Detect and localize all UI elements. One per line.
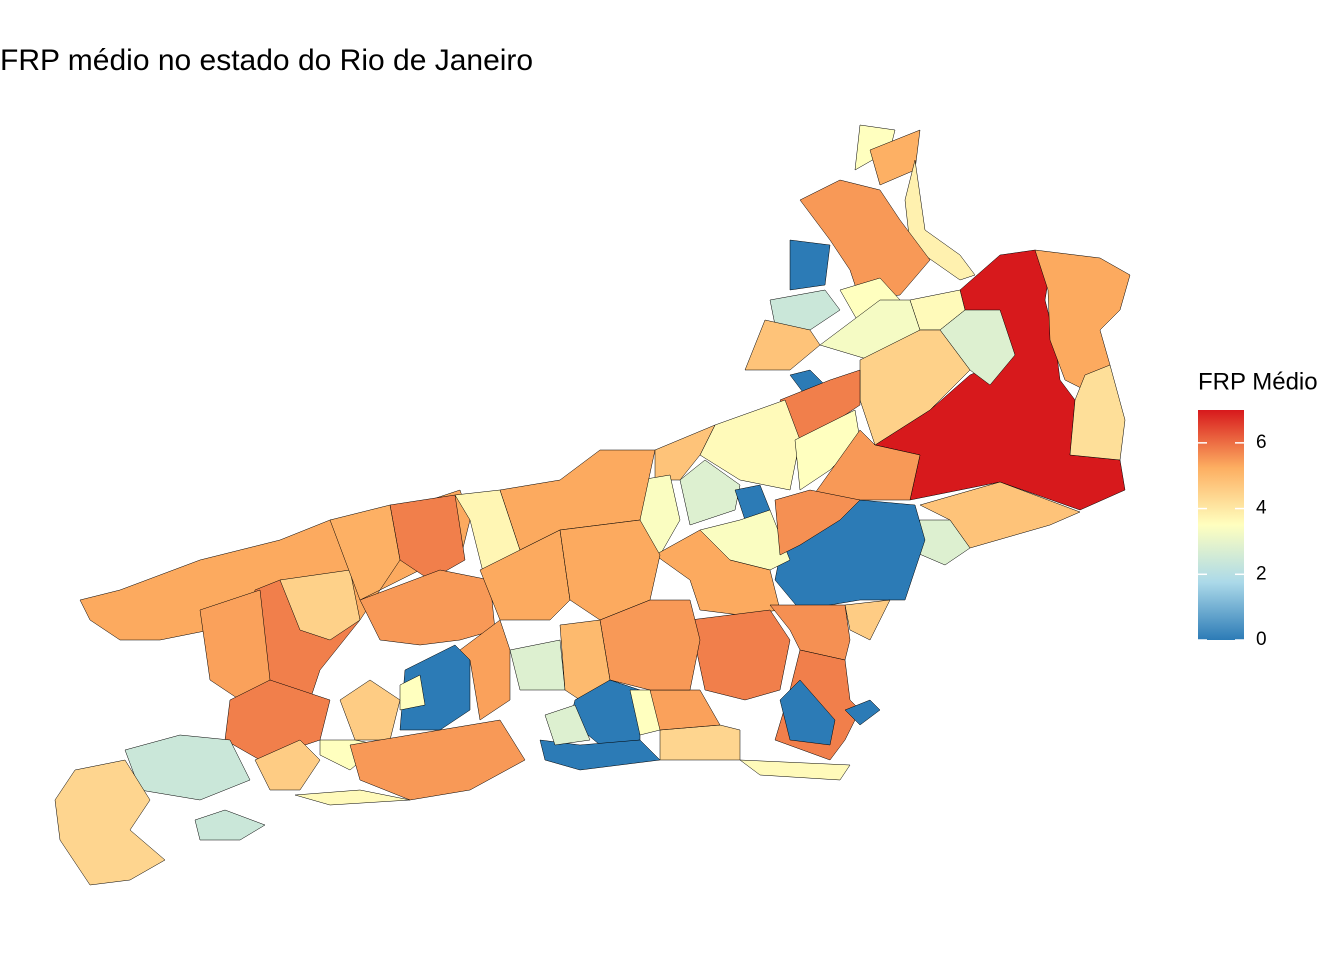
municipality — [1069, 364, 1126, 461]
municipality — [779, 679, 836, 746]
municipality — [774, 489, 861, 556]
municipality — [659, 724, 741, 761]
municipality — [909, 519, 971, 566]
municipality — [399, 674, 426, 711]
colorbar-tick-label: 2 — [1256, 563, 1267, 584]
municipality — [539, 739, 661, 771]
municipality — [199, 589, 271, 701]
municipality — [544, 704, 591, 746]
municipality — [859, 329, 971, 446]
colorbar — [1198, 410, 1244, 640]
municipality — [399, 644, 471, 731]
municipality — [599, 599, 701, 691]
municipality — [654, 424, 716, 481]
municipality — [509, 639, 566, 691]
municipality — [349, 719, 526, 801]
municipality — [329, 504, 401, 601]
municipality — [689, 609, 791, 701]
municipality — [789, 239, 831, 291]
municipality — [844, 599, 891, 641]
municipality — [739, 759, 851, 781]
municipality — [194, 809, 266, 841]
municipality — [769, 289, 841, 331]
municipality — [744, 319, 821, 371]
municipality — [774, 499, 926, 611]
municipality — [479, 529, 571, 621]
colorbar-tick-label: 6 — [1256, 432, 1267, 453]
regions — [54, 124, 1131, 886]
municipality — [629, 689, 661, 736]
municipality — [799, 179, 931, 301]
municipality — [254, 739, 321, 791]
colorbar-tick-label: 0 — [1256, 629, 1267, 650]
municipality — [459, 619, 511, 721]
municipality — [844, 699, 881, 726]
municipality — [359, 569, 496, 646]
municipality — [339, 679, 401, 741]
map-title: FRP médio no estado do Rio de Janeiro — [0, 44, 533, 77]
municipality — [279, 569, 361, 641]
municipality — [54, 759, 166, 886]
municipality — [294, 789, 411, 806]
legend-title: FRP Médio — [1198, 368, 1318, 395]
colorbar-tick-label: 4 — [1256, 498, 1267, 519]
